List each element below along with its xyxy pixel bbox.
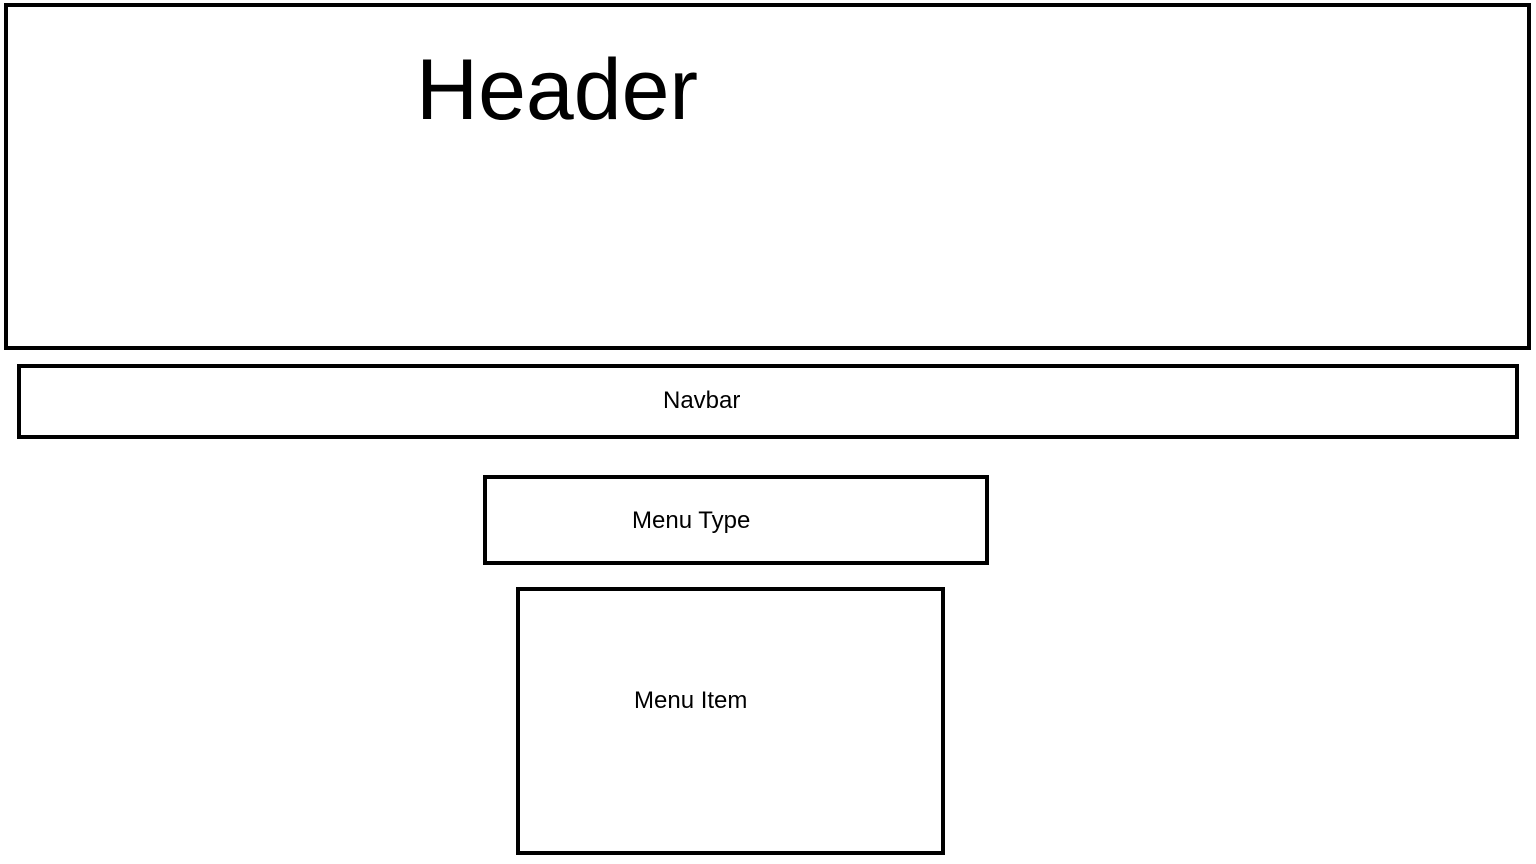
- header-box: Header: [4, 3, 1531, 350]
- menu-type-box: Menu Type: [483, 475, 989, 565]
- navbar-box: Navbar: [17, 364, 1519, 439]
- navbar-label: Navbar: [663, 387, 741, 414]
- menu-type-label: Menu Type: [632, 507, 751, 534]
- menu-item-box: Menu Item: [516, 587, 945, 855]
- menu-item-label: Menu Item: [634, 687, 748, 714]
- header-label: Header: [416, 42, 699, 138]
